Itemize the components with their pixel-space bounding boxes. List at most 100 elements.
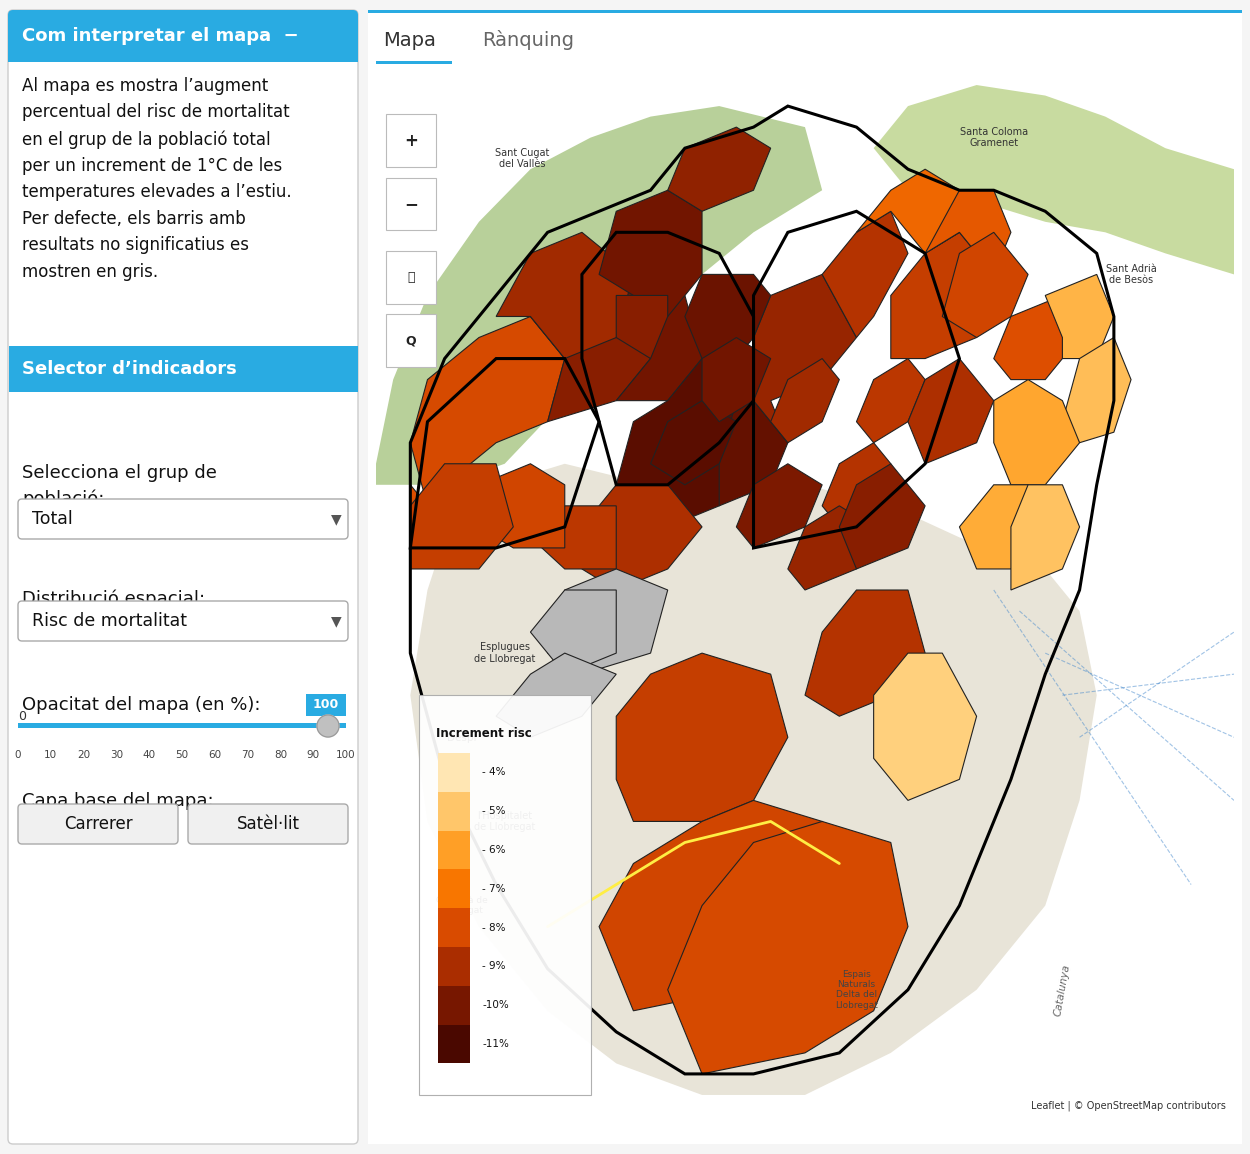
FancyBboxPatch shape (18, 804, 177, 844)
FancyBboxPatch shape (8, 10, 357, 62)
Text: Satèl·lit: Satèl·lit (236, 815, 300, 833)
Text: Al mapa es mostra l’augment
percentual del risc de mortalitat
en el grup de la p: Al mapa es mostra l’augment percentual d… (22, 77, 291, 280)
Text: 60: 60 (209, 750, 221, 760)
Circle shape (318, 715, 339, 737)
Text: Com interpretar el mapa  −: Com interpretar el mapa − (22, 27, 299, 45)
Bar (306, 694, 346, 715)
Bar (386, 114, 436, 167)
Text: 0: 0 (18, 710, 26, 724)
Polygon shape (668, 822, 908, 1074)
Bar (386, 314, 436, 367)
Text: 100: 100 (312, 698, 339, 712)
Text: Increment risc: Increment risc (436, 727, 531, 740)
Text: 50: 50 (175, 750, 189, 760)
Polygon shape (856, 359, 925, 443)
Polygon shape (771, 359, 839, 443)
Polygon shape (942, 232, 1028, 337)
Text: Sant Cugat
del Vallès: Sant Cugat del Vallès (495, 148, 549, 170)
Polygon shape (874, 653, 976, 801)
Text: Total: Total (32, 510, 72, 529)
Text: Opacitat del mapa (en %):: Opacitat del mapa (en %): (22, 696, 260, 714)
Bar (368, 10, 1242, 13)
Bar (386, 252, 436, 304)
Bar (438, 908, 470, 947)
Text: 0: 0 (15, 750, 21, 760)
Text: 30: 30 (110, 750, 123, 760)
FancyBboxPatch shape (18, 499, 348, 539)
Text: -11%: -11% (482, 1039, 509, 1049)
Polygon shape (410, 316, 565, 505)
Text: Sant Adrià
de Besòs: Sant Adrià de Besòs (1106, 263, 1156, 285)
Text: 80: 80 (274, 750, 288, 760)
Polygon shape (650, 400, 736, 485)
Polygon shape (582, 485, 702, 590)
Polygon shape (668, 127, 771, 211)
Text: Capa base del mapa:: Capa base del mapa: (22, 792, 214, 810)
Polygon shape (616, 359, 754, 527)
Polygon shape (994, 380, 1080, 485)
Text: Risc de mortalitat: Risc de mortalitat (32, 612, 188, 630)
Text: - 9%: - 9% (482, 961, 506, 972)
Polygon shape (616, 653, 788, 822)
Text: 70: 70 (241, 750, 254, 760)
Polygon shape (530, 275, 650, 421)
Text: +: + (404, 132, 418, 150)
Text: l'Hospitalet
de Llobregat: l'Hospitalet de Llobregat (474, 810, 535, 832)
Bar (438, 792, 470, 831)
Polygon shape (599, 190, 703, 316)
Polygon shape (496, 232, 634, 359)
Text: Distribució espacial:: Distribució espacial: (22, 589, 205, 607)
Polygon shape (479, 464, 565, 548)
Polygon shape (1011, 485, 1080, 590)
Polygon shape (822, 443, 891, 527)
FancyBboxPatch shape (188, 804, 348, 844)
Text: Despí: Despí (448, 732, 476, 742)
Text: ▼: ▼ (331, 614, 341, 628)
Text: Leaflet | © OpenStreetMap contributors: Leaflet | © OpenStreetMap contributors (1030, 1100, 1225, 1111)
Text: - 8%: - 8% (482, 923, 506, 932)
Bar (438, 986, 470, 1025)
Polygon shape (530, 505, 616, 569)
Polygon shape (616, 295, 668, 359)
Text: ▼: ▼ (331, 512, 341, 526)
Polygon shape (736, 464, 823, 548)
Text: Selecciona el grup de
població:: Selecciona el grup de població: (22, 464, 218, 508)
Polygon shape (925, 190, 1011, 275)
Polygon shape (960, 485, 1045, 569)
Text: 100: 100 (336, 750, 356, 760)
Text: Q: Q (406, 335, 416, 347)
Bar (9, 346, 357, 392)
Polygon shape (754, 275, 856, 443)
Polygon shape (719, 400, 788, 505)
Polygon shape (410, 485, 479, 538)
Polygon shape (685, 275, 771, 359)
Polygon shape (1045, 275, 1114, 359)
Text: Esplugues
de Llobregat: Esplugues de Llobregat (474, 643, 535, 664)
Polygon shape (582, 275, 702, 400)
Polygon shape (788, 505, 874, 590)
Text: Mapa: Mapa (384, 30, 436, 50)
Text: Selector d’indicadors: Selector d’indicadors (22, 360, 236, 379)
Text: 90: 90 (306, 750, 320, 760)
Text: 20: 20 (78, 750, 90, 760)
Text: Cornellà de
Llobregat: Cornellà de Llobregat (436, 896, 488, 915)
Polygon shape (548, 569, 668, 674)
Text: 40: 40 (142, 750, 156, 760)
Text: Catalunya: Catalunya (1052, 962, 1072, 1017)
Bar (386, 178, 436, 230)
Polygon shape (874, 85, 1234, 275)
Bar (438, 831, 470, 869)
FancyBboxPatch shape (8, 10, 357, 1144)
Text: - 7%: - 7% (482, 884, 506, 894)
Text: - 6%: - 6% (482, 845, 506, 855)
Polygon shape (908, 359, 994, 464)
Polygon shape (891, 232, 994, 359)
Text: ⤢: ⤢ (408, 271, 415, 284)
Polygon shape (805, 590, 925, 717)
Text: Espais
Naturals
Delta del
Llobregat: Espais Naturals Delta del Llobregat (835, 969, 877, 1010)
Text: - 4%: - 4% (482, 767, 506, 778)
Bar (419, 695, 590, 1095)
Bar (438, 947, 470, 986)
Polygon shape (1062, 337, 1131, 443)
Polygon shape (530, 590, 616, 674)
